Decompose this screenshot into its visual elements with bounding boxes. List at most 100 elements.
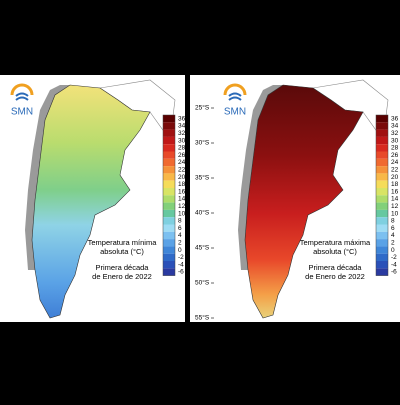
colorbar-cell bbox=[163, 224, 175, 232]
colorbar-cell bbox=[376, 136, 388, 145]
colorbar-label: 20 bbox=[391, 174, 399, 181]
colorbar-label: 10 bbox=[391, 210, 399, 217]
colorbar-label: 8 bbox=[178, 218, 182, 225]
colorbar-frame bbox=[162, 114, 176, 276]
colorbar-cell bbox=[163, 253, 175, 261]
logo-arc bbox=[10, 83, 34, 96]
colorbar-cell bbox=[376, 268, 388, 276]
map-period: de Enero de 2022 bbox=[305, 272, 365, 281]
colorbar-label: 2 bbox=[178, 239, 182, 246]
colorbar-cell bbox=[163, 239, 175, 247]
colorbar-cell bbox=[163, 195, 175, 203]
colorbar-label: 0 bbox=[178, 247, 182, 254]
colorbar-label: 12 bbox=[178, 203, 186, 210]
colorbar-cell bbox=[376, 246, 388, 254]
colorbar-label: 4 bbox=[391, 232, 395, 239]
latitude-label: 25°S bbox=[195, 104, 210, 112]
colorbar-cell bbox=[376, 144, 388, 152]
colorbar-cell bbox=[163, 166, 175, 174]
colorbar-label: 36 bbox=[178, 115, 186, 122]
colorbar-cell bbox=[163, 209, 175, 218]
colorbar-cell bbox=[376, 231, 388, 240]
colorbar-label: 22 bbox=[178, 166, 186, 173]
colorbar-label: -4 bbox=[391, 261, 397, 268]
colorbar-cell bbox=[376, 173, 388, 181]
panels: SMN Temperatura mínima absoluta (°C) Primer… bbox=[0, 75, 400, 322]
colorbar-cell bbox=[163, 136, 175, 145]
colorbar-label: 20 bbox=[178, 174, 186, 181]
colorbar-label: 12 bbox=[391, 203, 399, 210]
colorbar-cell bbox=[376, 180, 388, 188]
colorbar-label: 18 bbox=[178, 181, 186, 188]
country-field bbox=[31, 84, 151, 319]
colorbar-cell bbox=[376, 261, 388, 269]
colorbar-label: 28 bbox=[391, 145, 399, 152]
colorbar-label: 2 bbox=[391, 239, 395, 246]
logo-arc bbox=[223, 83, 247, 96]
colorbar-cell bbox=[163, 188, 175, 196]
colorbar-cell bbox=[163, 158, 175, 167]
colorbar-label: 26 bbox=[391, 152, 399, 159]
country-field bbox=[244, 84, 364, 319]
latitude-label: 50°S bbox=[195, 279, 210, 287]
colorbar-label: 28 bbox=[178, 145, 186, 152]
colorbar-label: 4 bbox=[178, 232, 182, 239]
colorbar-label: 34 bbox=[391, 123, 399, 130]
colorbar-label: 26 bbox=[178, 152, 186, 159]
colorbar-label: -6 bbox=[178, 269, 184, 276]
colorbar-cell bbox=[163, 268, 175, 276]
map-title: Temperatura máxima bbox=[300, 238, 371, 247]
latitude-label: 30°S bbox=[195, 139, 210, 147]
colorbar-cell bbox=[163, 217, 175, 225]
latitude-label: 35°S bbox=[195, 174, 210, 182]
colorbar-label: 34 bbox=[178, 123, 186, 130]
latitude-label: 40°S bbox=[195, 209, 210, 217]
andes-relief bbox=[238, 85, 283, 270]
map-period: Primera década bbox=[96, 263, 150, 272]
colorbar-cell bbox=[376, 158, 388, 167]
colorbar-cell bbox=[376, 224, 388, 232]
latitude-label: 55°S bbox=[195, 314, 210, 322]
map-period: de Enero de 2022 bbox=[92, 272, 152, 281]
colorbar-label: 30 bbox=[178, 137, 186, 144]
colorbar-cell bbox=[376, 253, 388, 261]
colorbar-label: 32 bbox=[178, 130, 186, 137]
colorbar-cell bbox=[376, 115, 388, 123]
colorbar-label: -6 bbox=[391, 269, 397, 276]
colorbar-cell bbox=[163, 115, 175, 123]
logo-text: SMN bbox=[224, 107, 246, 118]
logo-wave bbox=[15, 92, 29, 101]
colorbar-label: 18 bbox=[391, 181, 399, 188]
colorbar-label: -2 bbox=[178, 254, 184, 261]
map-period: Primera década bbox=[309, 263, 363, 272]
colorbar-cell bbox=[376, 122, 388, 130]
colorbar-cell bbox=[163, 261, 175, 269]
map-title: absoluta (°C) bbox=[313, 247, 357, 256]
colorbar-cell bbox=[376, 151, 388, 159]
colorbar-label: -2 bbox=[391, 254, 397, 261]
latitude-label: 45°S bbox=[195, 244, 210, 252]
colorbar-cell bbox=[163, 151, 175, 159]
colorbar-cell bbox=[163, 129, 175, 137]
colorbar-label: 32 bbox=[391, 130, 399, 137]
colorbar-label: 36 bbox=[391, 115, 399, 122]
colorbar-label: 0 bbox=[391, 247, 395, 254]
colorbar-cell bbox=[163, 180, 175, 188]
colorbar-label: 6 bbox=[391, 225, 395, 232]
colorbar-cell bbox=[163, 246, 175, 254]
colorbar-cell bbox=[376, 239, 388, 247]
colorbar-cell bbox=[163, 202, 175, 210]
colorbar-cell bbox=[376, 209, 388, 218]
colorbar-label: -4 bbox=[178, 261, 184, 268]
colorbar-cell bbox=[376, 129, 388, 137]
colorbar-cell bbox=[163, 231, 175, 240]
logo-wave bbox=[228, 92, 242, 101]
colorbar-cell bbox=[376, 217, 388, 225]
map-title: Temperatura mínima bbox=[88, 238, 158, 247]
colorbar-label: 24 bbox=[391, 159, 399, 166]
colorbar-label: 14 bbox=[391, 196, 399, 203]
